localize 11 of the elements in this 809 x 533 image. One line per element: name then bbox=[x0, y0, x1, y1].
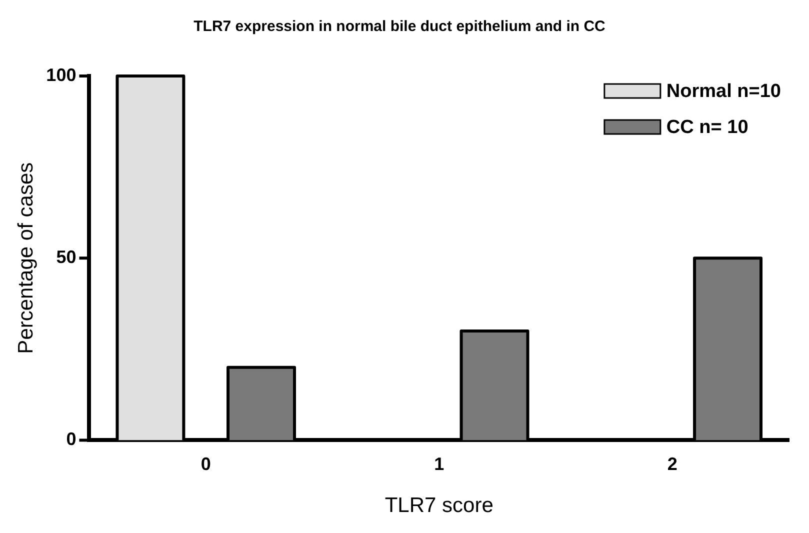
y-tick-label: 0 bbox=[66, 429, 76, 450]
x-tick-label: 1 bbox=[434, 454, 444, 474]
y-axis-title: Percentage of cases bbox=[14, 162, 38, 354]
x-tick-label: 0 bbox=[200, 454, 211, 474]
y-tick-label: 50 bbox=[56, 247, 76, 268]
x-axis-title: TLR7 score bbox=[384, 494, 494, 518]
legend-label: CC n= 10 bbox=[666, 117, 748, 138]
y-tick-label: 100 bbox=[46, 64, 76, 85]
x-tick-label: 2 bbox=[667, 454, 678, 474]
legend-label: Normal n=10 bbox=[666, 81, 782, 102]
chart-title: TLR7 expression in normal bile duct epithelium and in CC bbox=[194, 18, 606, 36]
